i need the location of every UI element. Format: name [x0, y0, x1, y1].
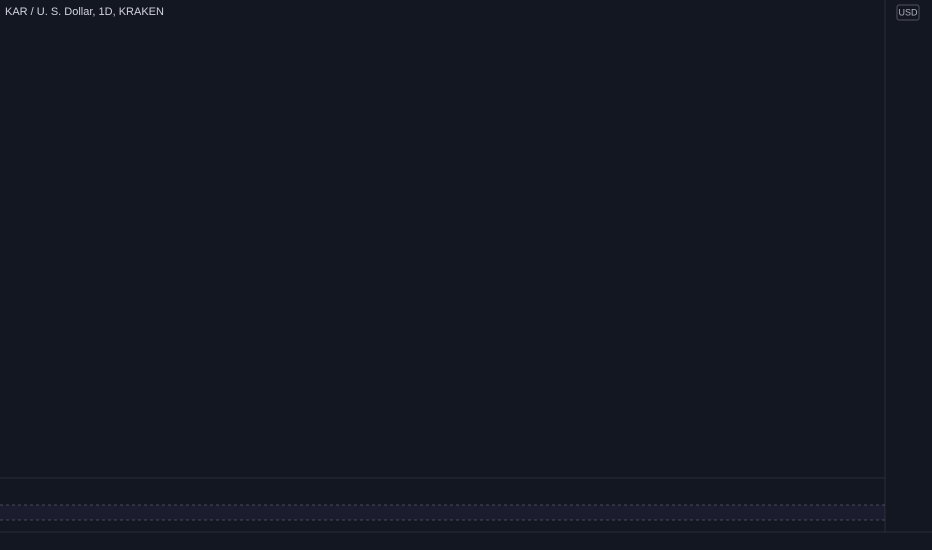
currency: USD: [898, 7, 918, 17]
oscillator-band: [0, 505, 885, 520]
currency-box[interactable]: [896, 4, 920, 21]
chart-title: KAR / U. S. Dollar, 1D, KRAKEN: [5, 6, 164, 18]
